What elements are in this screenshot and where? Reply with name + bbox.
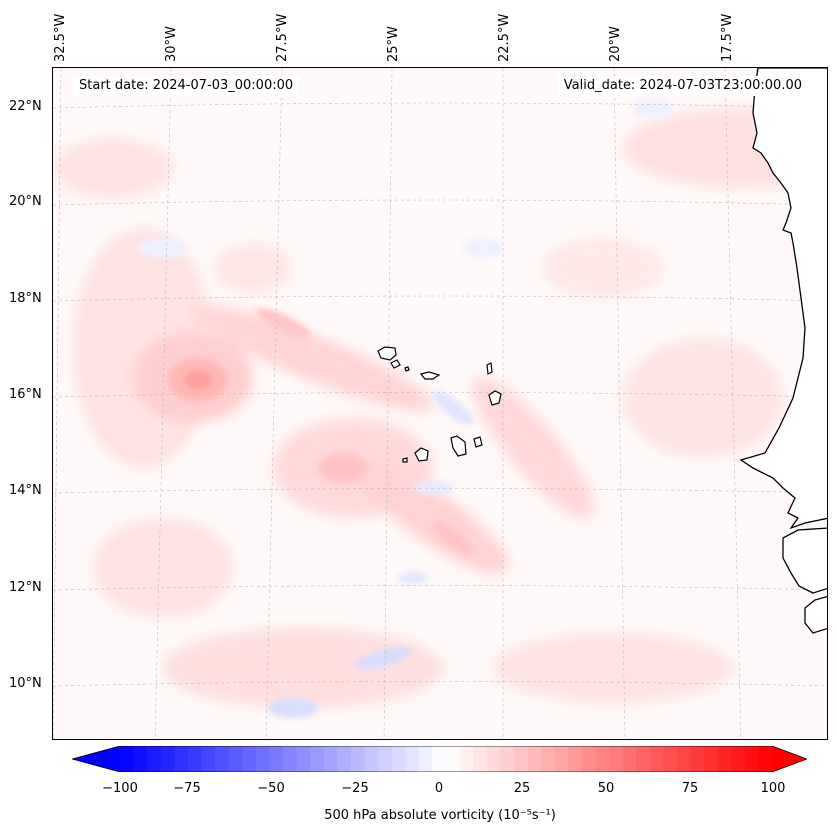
lon-label-27-5w: 27.5°W — [275, 13, 290, 62]
colorbar-cell — [405, 746, 420, 772]
colorbar-cell — [500, 746, 515, 772]
lat-label-10n: 10°N — [9, 676, 42, 691]
colorbar-cell — [201, 746, 216, 772]
cb-tick-75: 75 — [681, 781, 699, 796]
colorbar-cell — [513, 746, 528, 772]
colorbar-max-extend — [772, 746, 807, 772]
colorbar-cell — [133, 746, 148, 772]
colorbar-cell — [486, 746, 501, 772]
colorbar-cell — [364, 746, 379, 772]
lon-label-25w: 25°W — [386, 26, 401, 62]
cb-tick-50: 50 — [597, 781, 615, 796]
lat-label-22n: 22°N — [9, 99, 42, 114]
cb-tick-m50: −50 — [257, 781, 285, 796]
colorbar-cell — [649, 746, 664, 772]
colorbar-cell — [391, 746, 406, 772]
colorbar-cell — [418, 746, 433, 772]
colorbar-cell — [541, 746, 556, 772]
colorbar-label: 500 hPa absolute vorticity (10⁻⁵s⁻¹) — [324, 808, 556, 823]
cape-verde-islands — [377, 346, 502, 463]
colorbar-cell — [717, 746, 732, 772]
colorbar-cell — [609, 746, 623, 772]
colorbar-cells — [120, 746, 773, 772]
cb-tick-0: 0 — [434, 781, 444, 796]
lat-label-16n: 16°N — [9, 387, 42, 402]
colorbar-cell — [731, 746, 746, 772]
colorbar-cell — [432, 746, 447, 772]
graticule — [53, 68, 827, 739]
cb-tick-m100: −100 — [102, 781, 138, 796]
colorbar-cell — [228, 746, 243, 772]
colorbar-cell — [187, 746, 202, 772]
lon-label-30w: 30°W — [164, 26, 179, 62]
colorbar-cell — [554, 746, 569, 772]
lat-label-20n: 20°N — [9, 194, 42, 209]
colorbar-cell — [758, 746, 773, 772]
lat-label-14n: 14°N — [9, 483, 42, 498]
colorbar-cell — [378, 746, 393, 772]
colorbar-cell — [296, 746, 311, 772]
lon-label-17-5w: 17.5°W — [720, 13, 735, 62]
vorticity-field — [53, 68, 827, 739]
colorbar-cell — [622, 746, 637, 772]
cb-tick-100: 100 — [760, 781, 786, 796]
cb-tick-m75: −75 — [173, 781, 201, 796]
colorbar-cell — [160, 746, 175, 772]
lon-label-20w: 20°W — [608, 26, 623, 62]
vorticity-max-core — [168, 308, 473, 556]
colorbar-cell — [676, 746, 691, 772]
colorbar-cell — [744, 746, 759, 772]
colorbar-cell — [473, 746, 488, 772]
colorbar-cell — [704, 746, 719, 772]
lon-label-32-5w: 32.5°W — [53, 13, 68, 62]
colorbar-cell — [595, 746, 610, 772]
colorbar-min-extend — [72, 746, 120, 772]
lon-label-22-5w: 22.5°W — [497, 13, 512, 62]
colorbar-cell — [636, 746, 651, 772]
colorbar-cell — [446, 746, 460, 772]
colorbar-cell — [255, 746, 270, 772]
start-date: Start date: 2024-07-03_00:00:00 — [73, 76, 300, 96]
valid-date: Valid_date: 2024-07-03T23:00:00.00 — [557, 76, 808, 96]
lat-label-12n: 12°N — [9, 580, 42, 595]
colorbar-cell — [350, 746, 365, 772]
colorbar-cell — [663, 746, 678, 772]
lat-label-18n: 18°N — [9, 291, 42, 306]
colorbar-cell — [174, 746, 189, 772]
colorbar-cell — [283, 746, 297, 772]
colorbar — [72, 746, 807, 772]
negative-vorticity-patches — [138, 98, 673, 718]
positive-vorticity-patches — [53, 108, 827, 708]
vorticity-map — [52, 67, 828, 740]
africa-coastline — [739, 68, 827, 634]
colorbar-cell — [690, 746, 705, 772]
colorbar-cell — [269, 746, 284, 772]
colorbar-cell — [568, 746, 583, 772]
colorbar-cell — [581, 746, 596, 772]
cb-tick-25: 25 — [513, 781, 531, 796]
colorbar-cell — [120, 746, 134, 772]
colorbar-cell — [459, 746, 474, 772]
colorbar-cell — [337, 746, 352, 772]
colorbar-cell — [527, 746, 542, 772]
cb-tick-m25: −25 — [341, 781, 369, 796]
colorbar-cell — [147, 746, 162, 772]
colorbar-cell — [323, 746, 338, 772]
colorbar-cell — [215, 746, 230, 772]
colorbar-cell — [242, 746, 257, 772]
colorbar-cell — [310, 746, 325, 772]
